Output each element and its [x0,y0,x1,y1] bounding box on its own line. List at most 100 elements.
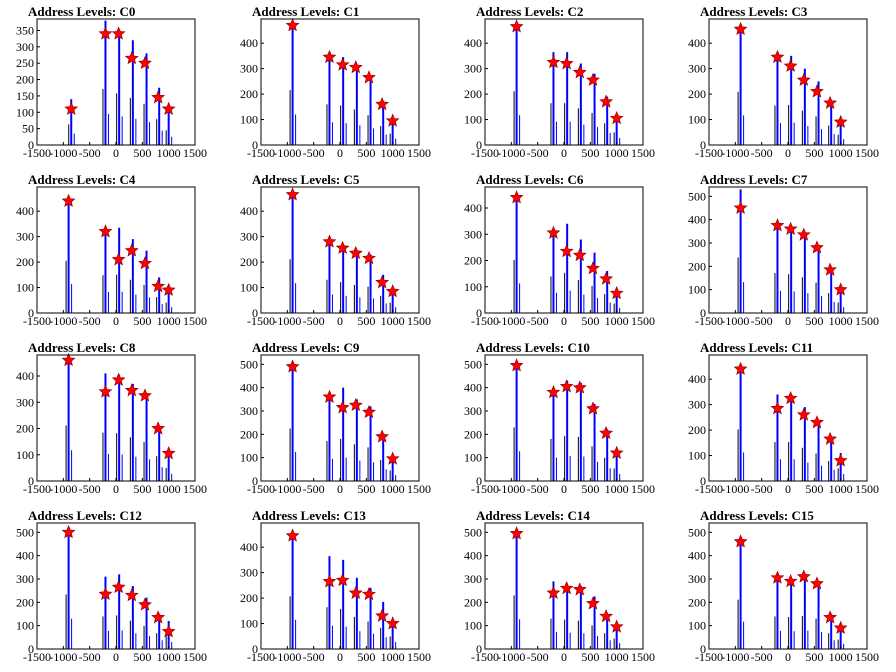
peak-marker [609,619,624,633]
x-tick-label: -1500 [471,650,499,664]
plot-frame [260,18,420,146]
x-tick-label: 1000 [829,650,853,664]
x-tick-label: -1500 [247,482,275,496]
x-tick-label: -1000 [497,314,525,328]
x-tick-label: 1000 [157,482,181,496]
x-tick-label: 1500 [407,314,431,328]
y-tick-label: 500 [464,357,482,371]
peak-marker [285,359,300,373]
x-tick-label: -500 [751,146,773,160]
peak-marker [124,588,139,602]
peak-marker [322,574,337,588]
y-tick-label: 0 [28,474,34,488]
y-tick-label: 100 [240,617,258,631]
plot-frame [484,354,644,482]
peak-marker [124,383,139,397]
y-tick-label: 0 [476,306,482,320]
x-tick-label: 0 [337,314,343,328]
x-tick-label: 1500 [855,482,879,496]
x-tick-label: 0 [785,314,791,328]
peak-marker [783,58,798,72]
x-tick-label: -1500 [695,146,723,160]
peak-marker [161,624,176,638]
panel-c14: Address Levels: C14 -1500-1000 -500 0 500 100… [464,508,655,664]
peak-marker [810,240,824,254]
x-tick-label: 1000 [605,650,629,664]
peak-marker [810,415,824,429]
x-tick-label: -1500 [247,146,275,160]
x-tick-label: -500 [303,314,325,328]
panel-title: Address Levels: C1 [252,4,359,19]
y-tick-label: 300 [16,572,34,586]
peak-marker [783,221,798,235]
y-tick-label: 100 [464,619,482,633]
x-tick-label: -1500 [23,314,51,328]
y-tick-label: 400 [688,213,706,227]
peak-marker [733,21,748,36]
y-tick-label: 0 [700,642,706,656]
x-tick-label: -1000 [49,650,77,664]
peak-marker [559,244,574,258]
peak-marker [609,111,624,125]
peak-marker [161,101,176,115]
x-tick-label: 1000 [381,482,405,496]
x-tick-label: 0 [337,650,343,664]
y-tick-label: 50 [22,122,34,136]
x-tick-label: -500 [303,482,325,496]
x-tick-label: 500 [805,146,823,160]
y-tick-label: 400 [464,381,482,395]
peak-marker [98,26,113,40]
peak-marker [609,445,624,459]
peak-marker [375,608,390,622]
panel-c0: Address Levels: C0-1500-1000 -500 0 500 1000… [16,4,207,160]
y-tick-label: 400 [240,540,258,554]
x-tick-label: 500 [133,482,151,496]
x-tick-label: -1500 [695,482,723,496]
x-tick-label: -1500 [23,482,51,496]
peak-marker [98,586,113,601]
y-tick-label: 100 [16,105,34,119]
peak-marker [138,597,152,611]
y-tick-label: 100 [688,449,706,463]
peak-marker [599,609,614,623]
peak-marker [285,187,300,201]
peak-marker [335,57,350,71]
x-tick-label: -1000 [721,482,749,496]
y-tick-label: 200 [240,255,258,269]
peak-marker [161,282,176,296]
x-tick-label: 500 [805,650,823,664]
y-tick-label: 200 [240,427,258,441]
x-tick-label: 1500 [183,146,207,160]
peak-marker [375,275,390,289]
peak-marker [833,453,848,467]
peak-marker [124,51,139,65]
peak-marker [151,610,166,624]
x-tick-label: -1500 [23,650,51,664]
y-tick-label: 400 [240,36,258,50]
y-tick-label: 200 [464,254,482,268]
peak-marker [796,72,811,86]
peak-marker [124,243,139,257]
peak-marker [362,70,376,84]
panel-title: Address Levels: C3 [700,4,808,19]
peak-marker [546,385,561,399]
y-tick-label: 300 [16,230,34,244]
x-tick-label: 1000 [381,650,405,664]
x-tick-label: -1000 [49,314,77,328]
y-tick-label: 400 [16,369,34,383]
peak-marker [770,401,785,415]
x-tick-label: 1500 [631,314,655,328]
y-tick-label: 100 [240,113,258,127]
x-tick-label: 1000 [605,146,629,160]
x-tick-label: -1500 [695,650,723,664]
x-tick-label: 0 [561,314,567,328]
x-tick-label: 1500 [855,650,879,664]
y-tick-label: 200 [16,73,34,87]
panel-c5: Address Levels: C5-1500-1000 -500 0 500 1000… [240,172,431,328]
x-tick-label: -500 [79,146,101,160]
peak-marker [599,271,614,285]
plot-frame [260,522,420,650]
y-tick-label: 200 [688,87,706,101]
peak-marker [509,358,524,372]
y-tick-label: 200 [240,591,258,605]
